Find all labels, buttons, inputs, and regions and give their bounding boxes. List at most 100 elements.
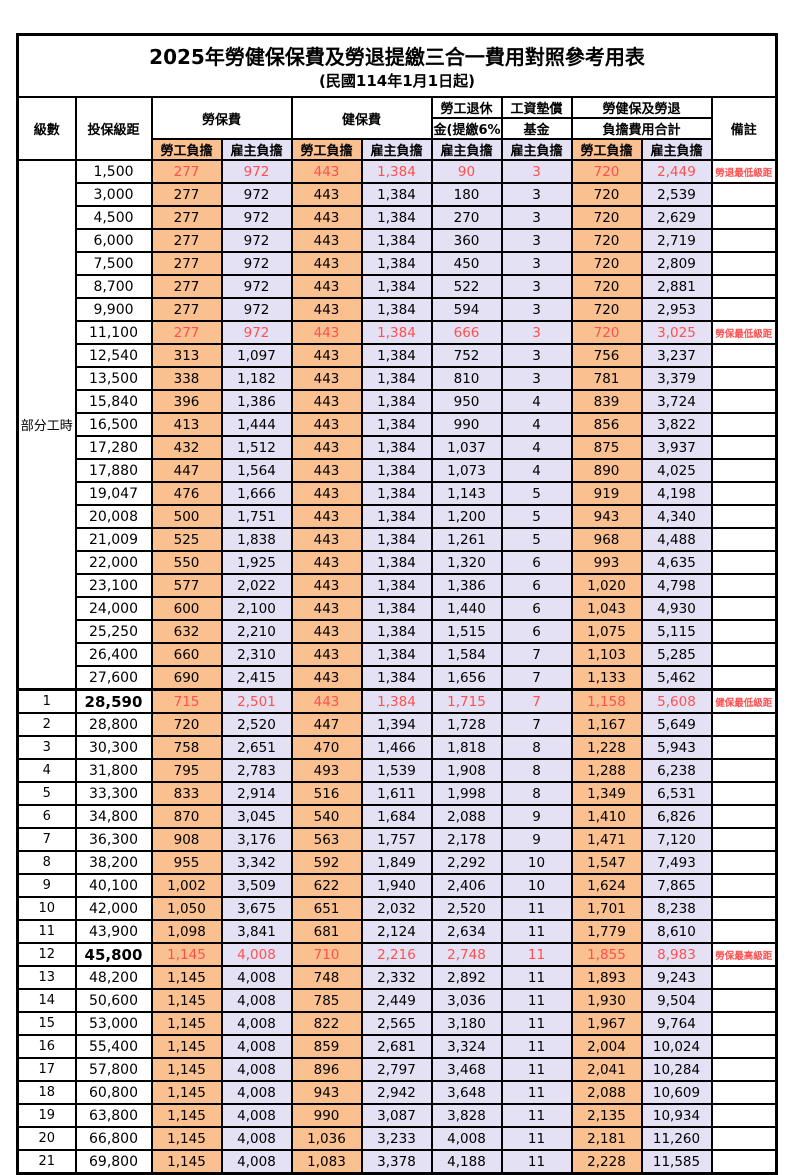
value-cell: 4,340 xyxy=(640,504,713,529)
remark-cell: 勞保最高級距 xyxy=(710,942,778,967)
value-cell: 10,284 xyxy=(640,1057,713,1082)
table-row: 27,600 690 2,415 443 1,384 1,656 7 1,133 5,462 xyxy=(18,665,778,691)
value-cell: 1,349 xyxy=(570,781,643,806)
bracket-cell: 17,280 xyxy=(74,435,153,460)
remark-cell xyxy=(710,251,778,276)
value-cell: 856 xyxy=(570,412,643,437)
value-cell: 833 xyxy=(150,781,223,806)
value-cell: 2,100 xyxy=(220,596,293,621)
value-cell: 1,083 xyxy=(290,1149,363,1175)
value-cell: 1,384 xyxy=(360,320,433,345)
table-row: 13,500 338 1,182 443 1,384 810 3 781 3,379 xyxy=(18,366,778,391)
reference-sheet: 2025年勞健保保費及勞退提繳三合一費用對照參考用表 (民國114年1月1日起)… xyxy=(16,33,778,1175)
value-cell: 990 xyxy=(430,412,503,437)
bracket-cell: 33,300 xyxy=(74,781,153,806)
bracket-cell: 66,800 xyxy=(74,1126,153,1151)
value-cell: 3,233 xyxy=(360,1126,433,1151)
value-cell: 8,983 xyxy=(640,942,713,967)
bracket-cell: 19,047 xyxy=(74,481,153,506)
value-cell: 2,228 xyxy=(570,1149,643,1175)
value-cell: 1,103 xyxy=(570,642,643,667)
value-cell: 2,520 xyxy=(430,896,503,921)
value-cell: 1,200 xyxy=(430,504,503,529)
value-cell: 5,115 xyxy=(640,619,713,644)
value-cell: 5 xyxy=(500,527,573,552)
value-cell: 443 xyxy=(290,182,363,207)
table-row: 12 45,800 1,145 4,008 710 2,216 2,748 11 1,855 8,… xyxy=(16,942,778,967)
bracket-cell: 23,100 xyxy=(74,573,153,598)
level-cell: 2 xyxy=(16,712,77,737)
value-cell: 443 xyxy=(290,688,363,714)
value-cell: 443 xyxy=(290,205,363,230)
bracket-cell: 55,400 xyxy=(74,1034,153,1059)
value-cell: 1,728 xyxy=(430,712,503,737)
table-row: 7 36,300 908 3,176 563 1,757 2,178 9 1,471 7,120 xyxy=(16,827,778,852)
value-cell: 756 xyxy=(570,343,643,368)
table-row: 3 30,300 758 2,651 470 1,466 1,818 8 1,228 5,943 xyxy=(16,735,778,760)
value-cell: 1,097 xyxy=(220,343,293,368)
bracket-cell: 69,800 xyxy=(74,1149,153,1175)
table-row: 26,400 660 2,310 443 1,384 1,584 7 1,103 5,285 xyxy=(18,642,778,667)
value-cell: 1,564 xyxy=(220,458,293,483)
value-cell: 1,145 xyxy=(150,1126,223,1151)
remark-cell xyxy=(710,1126,778,1151)
level-cell: 11 xyxy=(16,919,77,944)
level-cell: 10 xyxy=(16,896,77,921)
table-row: 8 38,200 955 3,342 592 1,849 2,292 10 1,547 7,493 xyxy=(16,850,778,875)
value-cell: 3 xyxy=(500,366,573,391)
remark-cell xyxy=(710,228,778,253)
value-cell: 10,609 xyxy=(640,1080,713,1105)
value-cell: 4 xyxy=(500,458,573,483)
remark-cell: 勞保最低級距 xyxy=(710,320,778,345)
value-cell: 1,410 xyxy=(570,804,643,829)
value-cell: 1,384 xyxy=(360,688,433,714)
value-cell: 1,384 xyxy=(360,665,433,691)
value-cell: 443 xyxy=(290,251,363,276)
bracket-cell: 21,009 xyxy=(74,527,153,552)
value-cell: 875 xyxy=(570,435,643,460)
value-cell: 2,629 xyxy=(640,205,713,230)
bracket-cell: 17,880 xyxy=(74,458,153,483)
value-cell: 396 xyxy=(150,389,223,414)
remark-cell xyxy=(710,435,778,460)
value-cell: 11 xyxy=(500,1011,573,1036)
subheader-total-employee: 勞工負擔 xyxy=(570,138,643,161)
value-cell: 4,008 xyxy=(220,942,293,967)
value-cell: 1,384 xyxy=(360,412,433,437)
value-cell: 7,493 xyxy=(640,850,713,875)
value-cell: 3,025 xyxy=(640,320,713,345)
value-cell: 1,384 xyxy=(360,458,433,483)
value-cell: 550 xyxy=(150,550,223,575)
bracket-cell: 12,540 xyxy=(74,343,153,368)
value-cell: 7 xyxy=(500,665,573,691)
value-cell: 277 xyxy=(150,274,223,299)
value-cell: 1,037 xyxy=(430,435,503,460)
value-cell: 594 xyxy=(430,297,503,322)
value-cell: 1,384 xyxy=(360,389,433,414)
subheader-total-employer: 雇主負擔 xyxy=(640,138,713,161)
value-cell: 1,940 xyxy=(360,873,433,898)
value-cell: 715 xyxy=(150,688,223,714)
value-cell: 4,798 xyxy=(640,573,713,598)
value-cell: 1,394 xyxy=(360,712,433,737)
value-cell: 3,036 xyxy=(430,988,503,1013)
table-row: 1 28,590 715 2,501 443 1,384 1,715 7 1,158 5,608 健… xyxy=(16,688,778,714)
remark-cell xyxy=(710,619,778,644)
value-cell: 8,610 xyxy=(640,919,713,944)
table-row: 3,000 277 972 443 1,384 180 3 720 2,539 xyxy=(18,182,778,207)
value-cell: 3,324 xyxy=(430,1034,503,1059)
value-cell: 1,384 xyxy=(360,274,433,299)
bracket-cell: 48,200 xyxy=(74,965,153,990)
value-cell: 1,466 xyxy=(360,735,433,760)
value-cell: 1,384 xyxy=(360,366,433,391)
col-header-fund-line1: 工資墊償 xyxy=(500,96,573,119)
remark-cell xyxy=(710,965,778,990)
value-cell: 1,893 xyxy=(570,965,643,990)
value-cell: 4,008 xyxy=(220,965,293,990)
value-cell: 810 xyxy=(430,366,503,391)
value-cell: 432 xyxy=(150,435,223,460)
value-cell: 2,004 xyxy=(570,1034,643,1059)
value-cell: 4,198 xyxy=(640,481,713,506)
value-cell: 2,415 xyxy=(220,665,293,691)
level-cell: 17 xyxy=(16,1057,77,1082)
